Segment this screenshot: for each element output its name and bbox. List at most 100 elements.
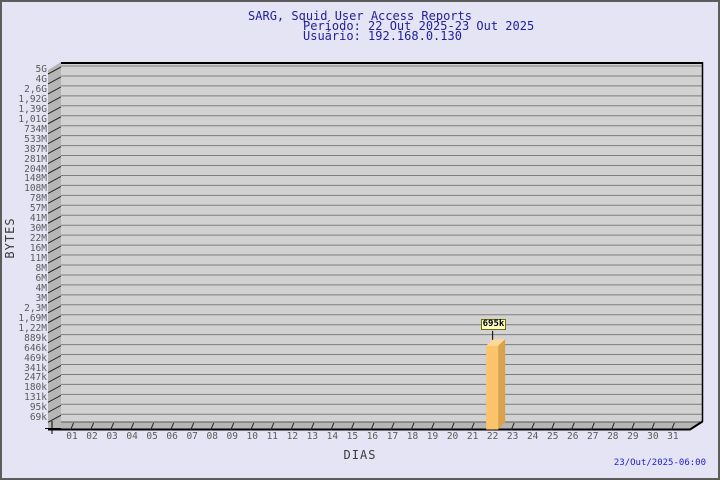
x-axis-line [48, 420, 704, 431]
x-tick-mark [430, 422, 435, 431]
x-tick-label: 31 [667, 431, 679, 442]
y-tick-label: 1,01G [18, 113, 47, 125]
x-tick-label: 10 [246, 431, 258, 442]
y-tick-label: 387M [24, 143, 47, 155]
y-tick-label: 1,69M [18, 312, 47, 324]
y-tick-mark [47, 325, 62, 334]
y-tick-label: 4M [35, 282, 47, 294]
y-tick-label: 16M [29, 243, 47, 255]
y-tick-mark [47, 365, 62, 373]
x-tick-label: 26 [567, 431, 579, 442]
report-title: SARG, Squid User Access Reports [248, 9, 472, 23]
x-tick-label: 09 [226, 431, 238, 442]
y-tick-label: 41M [29, 213, 47, 225]
x-tick-mark [670, 422, 675, 431]
left-wall [48, 62, 61, 430]
y-tick-label: 131k [24, 392, 47, 404]
x-tick-mark [530, 422, 535, 431]
x-tick-label: 11 [266, 431, 279, 442]
y-tick-label: 1,22M [18, 322, 47, 334]
y-tick-mark [47, 345, 62, 354]
y-tick-mark [47, 315, 62, 324]
generation-timestamp: 23/Out/2025-06:00 [613, 458, 706, 468]
y-tick-label: 57M [29, 203, 47, 215]
x-tick-mark [150, 422, 155, 431]
y-tick-mark [47, 86, 62, 95]
y-tick-label: 1,92G [18, 93, 47, 105]
x-tick-label: 27 [587, 431, 599, 442]
y-tick-label: 180k [24, 382, 47, 394]
x-tick-label: 13 [306, 431, 319, 442]
x-tick-label: 22 [486, 431, 499, 442]
x-tick-label: 20 [446, 431, 459, 442]
y-tick-mark [47, 225, 62, 234]
x-tick-mark [350, 422, 355, 431]
y-tick-mark [47, 156, 62, 164]
y-tick-mark [47, 195, 62, 204]
y-tick-label: 30M [29, 223, 47, 235]
x-tick-label: 06 [166, 431, 178, 442]
x-tick-mark [270, 422, 275, 431]
y-tick-mark [47, 185, 62, 194]
y-tick-label: 734M [24, 123, 47, 135]
bar-side-face [498, 338, 506, 430]
y-tick-mark [47, 265, 62, 274]
x-tick-label: 12 [286, 431, 299, 442]
x-tick-label: 05 [146, 431, 158, 442]
y-tick-mark [47, 235, 62, 244]
report-period: Período: 22 Out 2025-23 Out 2025 [303, 19, 535, 33]
x-tick-label: 01 [66, 431, 78, 442]
y-tick-label: 95k [29, 402, 47, 414]
bar-value-label: 695k [480, 318, 507, 330]
y-tick-mark [47, 414, 62, 423]
y-tick-label: 3M [35, 292, 47, 304]
y-tick-label: 247k [24, 372, 47, 384]
y-tick-mark [47, 305, 62, 314]
y-tick-label: 4G [35, 73, 47, 85]
y-tick-label: 533M [24, 133, 47, 145]
x-tick-label: 18 [406, 431, 419, 442]
y-tick-label: 22M [29, 233, 47, 245]
x-tick-label: 25 [546, 431, 559, 442]
x-tick-mark [510, 422, 515, 431]
y-tick-label: 469k [24, 352, 47, 364]
y-tick-mark [47, 205, 62, 214]
y-tick-mark [47, 116, 62, 125]
y-tick-mark [47, 106, 62, 115]
y-tick-label: 2,6G [24, 83, 47, 95]
x-tick-label: 15 [346, 431, 359, 442]
y-tick-label: 8M [35, 263, 47, 274]
bar-top-face [486, 338, 506, 346]
y-tick-mark [47, 166, 62, 174]
y-tick-label: 646k [24, 342, 47, 354]
y-tick-mark [47, 176, 62, 184]
x-tick-label: 04 [126, 431, 138, 442]
y-tick-label: 2,3M [24, 302, 47, 314]
y-tick-mark [47, 255, 62, 264]
y-tick-mark [47, 76, 62, 85]
x-tick-label: 17 [386, 431, 399, 442]
y-tick-mark [47, 394, 62, 403]
x-tick-mark [650, 422, 655, 431]
y-tick-label: 204M [24, 163, 47, 175]
y-tick-mark [47, 285, 62, 294]
y-tick-label: 69k [29, 412, 47, 424]
x-tick-mark [90, 422, 94, 431]
x-tick-mark [390, 422, 395, 431]
x-tick-mark [370, 422, 375, 431]
x-tick-mark [250, 422, 255, 431]
x-tick-label: 08 [206, 431, 218, 442]
y-tick-label: 281M [24, 153, 47, 165]
y-tick-label: 889k [24, 332, 47, 344]
y-tick-label: 78M [29, 193, 47, 205]
x-tick-mark [630, 422, 635, 431]
x-tick-mark [310, 422, 315, 431]
x-tick-mark [230, 422, 235, 431]
x-tick-mark [130, 422, 135, 431]
x-tick-label: 23 [506, 431, 519, 442]
x-tick-mark [110, 422, 115, 431]
y-tick-mark [47, 136, 62, 145]
x-tick-mark [570, 422, 575, 431]
